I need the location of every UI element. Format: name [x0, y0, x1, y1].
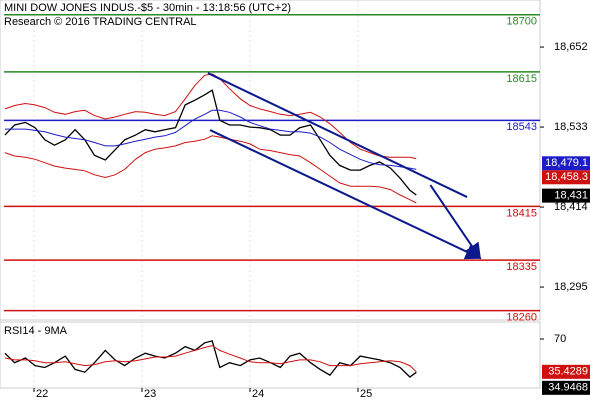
series-line — [4, 73, 417, 160]
trendline — [429, 184, 481, 260]
last-value-box — [542, 364, 590, 379]
x-tick-label: 23 — [144, 388, 156, 400]
level-label: 18260 — [506, 311, 537, 323]
series-line — [4, 109, 417, 170]
trendline — [207, 72, 468, 198]
level-label: 18700 — [506, 16, 537, 28]
chart-subtitle: Research © 2016 TRADING CENTRAL — [4, 16, 197, 28]
y-tick-label: 70 — [554, 333, 566, 345]
price-label-box — [542, 156, 590, 171]
y-tick-label: 18,295 — [554, 281, 588, 293]
price-panel — [0, 0, 541, 321]
price-label: 18,458.3 — [545, 171, 588, 183]
rsi-panel — [0, 321, 541, 389]
price-label-box — [542, 188, 590, 203]
last-value-label: 35.4289 — [548, 366, 588, 378]
level-label: 18615 — [506, 73, 537, 85]
x-tick-label: 24 — [252, 388, 264, 400]
last-value-box — [542, 380, 590, 395]
series-line — [4, 345, 417, 373]
x-tick-label: 22 — [36, 388, 48, 400]
rsi-title: RSI14 - 9MA — [4, 325, 68, 337]
series-line — [4, 135, 417, 204]
y-tick-label: 18,533 — [554, 121, 588, 133]
y-tick-label: 18,414 — [554, 201, 588, 213]
series-line — [4, 89, 417, 196]
level-label: 18335 — [506, 261, 537, 273]
chart-title: MINI DOW JONES INDUS.-$5 - 30min - 13:18… — [4, 2, 291, 14]
price-label: 18,479.1 — [545, 157, 588, 169]
level-label: 18415 — [506, 207, 537, 219]
last-value-label: 34.9468 — [548, 382, 588, 394]
price-label: 18,431 — [554, 190, 588, 202]
price-label-box — [542, 170, 590, 185]
trendline — [209, 129, 482, 260]
level-label: 18543 — [506, 121, 537, 133]
x-tick-label: 25 — [360, 388, 372, 400]
y-tick-label: 18,652 — [554, 41, 588, 53]
